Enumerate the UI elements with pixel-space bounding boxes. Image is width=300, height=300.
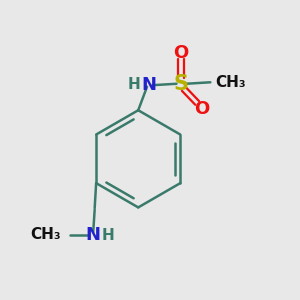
Text: CH₃: CH₃: [215, 75, 245, 90]
Text: O: O: [194, 100, 209, 118]
Text: H: H: [128, 77, 140, 92]
Text: S: S: [173, 74, 188, 94]
Text: N: N: [141, 76, 156, 94]
Text: CH₃: CH₃: [30, 227, 61, 242]
Text: N: N: [86, 226, 101, 244]
Text: O: O: [173, 44, 188, 62]
Text: H: H: [102, 228, 114, 243]
